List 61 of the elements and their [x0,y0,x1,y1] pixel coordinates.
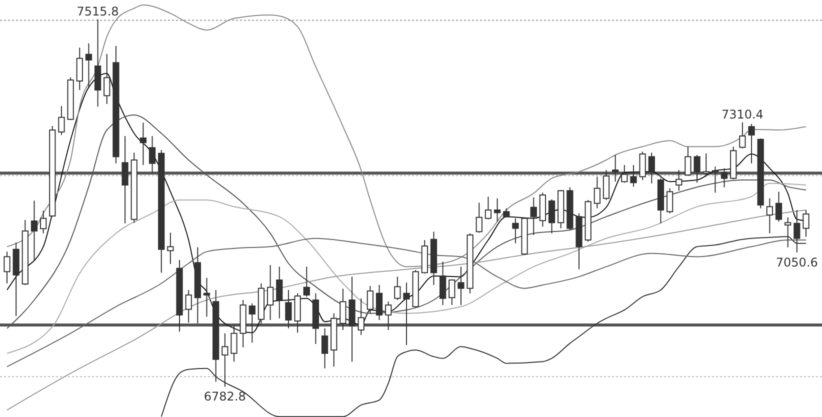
candlestick [440,261,446,306]
candlestick [476,202,482,234]
candlestick [58,106,65,136]
candlestick [602,170,610,201]
candlestick [494,198,501,222]
candlestick [739,122,746,149]
candlestick [222,332,228,388]
candlestick [694,154,700,184]
candlestick [775,191,782,222]
candlestick [548,198,556,234]
candlestick [167,232,174,265]
candlestick [76,47,83,91]
candlestick [630,164,637,188]
candlestick [448,278,456,306]
candlestick [376,284,383,321]
candlestick [594,176,600,209]
candlestick [530,196,537,236]
candlestick [684,146,692,176]
candlestick [720,168,728,188]
candlestick [85,42,92,89]
candlestick [321,328,328,369]
candlestick [285,290,292,329]
candlestick [358,298,364,336]
candlestick [385,301,392,331]
candlestick [748,124,755,164]
candlestick [185,290,192,324]
candlestick [712,166,719,194]
annotation: 7515.8 [76,4,119,18]
candlestick [639,151,646,181]
candlestick [403,282,410,346]
candlestick [766,198,773,234]
annotation: 7050.6 [776,255,818,270]
candlestick [104,53,110,105]
candlestick [612,154,619,182]
candlestick [248,302,256,344]
candlestick [512,218,519,244]
candlestick [40,210,47,234]
candlestick [484,196,492,220]
candlestick [458,266,464,306]
candlestick [30,200,38,261]
candlestick [702,152,710,178]
candlestick [122,135,128,224]
candlestick [303,266,310,298]
candlestick [802,210,810,238]
candlestick [148,135,156,174]
annotation: 6782.8 [204,390,246,404]
candlestick [276,266,283,319]
candlestick [203,277,210,318]
candlestick [676,170,682,192]
candlestick [4,251,10,284]
candlestick [666,188,674,214]
candlestick [621,164,628,184]
candlestick [366,286,374,314]
annotation: 7310.4 [721,107,764,122]
candlestick [266,264,274,321]
candlestick [140,122,147,166]
candlestick [648,152,655,184]
candlestick [230,324,238,362]
candlestick [503,208,510,218]
candlestick [394,276,401,301]
candlestick [340,288,346,331]
